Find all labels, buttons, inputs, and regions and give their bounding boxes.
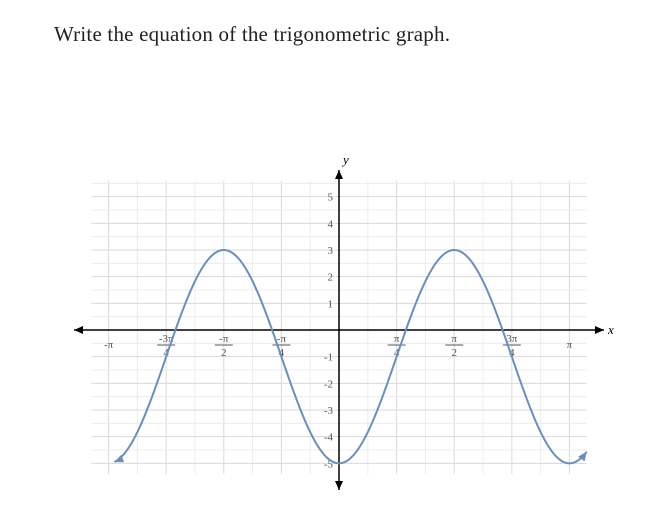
svg-text:-π: -π	[219, 333, 229, 345]
svg-text:1: 1	[328, 298, 334, 310]
trig-chart: yx-5-4-3-2-112345-π-3π4-π2-π4π4π23π4π	[44, 130, 624, 500]
svg-text:x: x	[607, 322, 614, 337]
svg-text:-π: -π	[104, 339, 114, 351]
svg-text:π: π	[451, 333, 457, 345]
svg-text:3: 3	[328, 245, 334, 257]
svg-text:y: y	[341, 152, 349, 167]
svg-text:-π: -π	[277, 333, 287, 345]
svg-text:π: π	[567, 339, 573, 351]
svg-text:2: 2	[221, 347, 227, 359]
question-prompt: Write the equation of the trigonometric …	[54, 22, 450, 47]
svg-text:-4: -4	[324, 432, 334, 444]
svg-text:2: 2	[451, 347, 457, 359]
svg-text:2: 2	[328, 272, 334, 284]
svg-text:4: 4	[328, 218, 334, 230]
svg-text:5: 5	[328, 192, 334, 204]
svg-text:-1: -1	[324, 352, 333, 364]
svg-text:-3: -3	[324, 405, 334, 417]
svg-text:π: π	[394, 333, 400, 345]
svg-text:-2: -2	[324, 378, 333, 390]
